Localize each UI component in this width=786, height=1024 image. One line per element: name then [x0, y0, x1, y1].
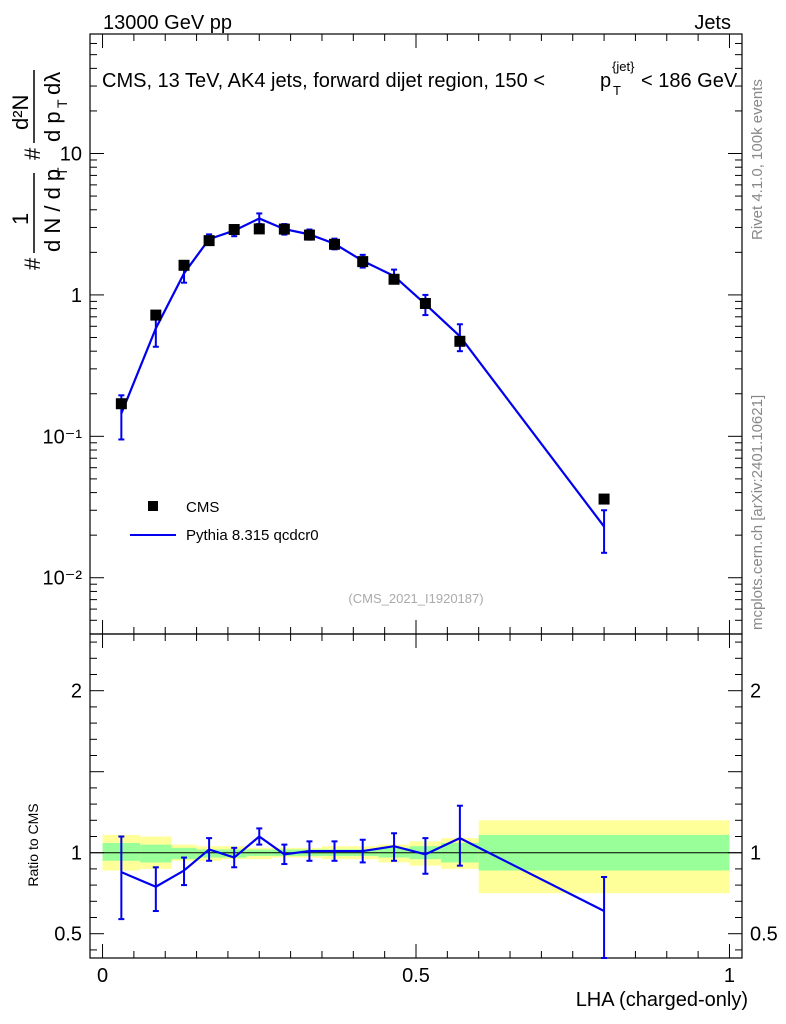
data-point: [329, 238, 340, 250]
main-frame: [89, 33, 743, 635]
data-point: [278, 223, 290, 235]
mcplots-label: mcplots.cern.ch [arXiv:2401.10621]: [749, 395, 766, 630]
ylabel-dpt: d p: [40, 111, 65, 142]
category-label: Jets: [694, 12, 731, 34]
title-p: p: [600, 70, 611, 92]
ylabel-dlambda: dλ: [40, 72, 65, 95]
data-point: [178, 259, 190, 271]
ratio-y-tick-label: 0.5: [54, 924, 82, 946]
ratio-frame: [89, 633, 743, 959]
data-point: [303, 229, 315, 241]
main-y-tick-label: 10⁻²: [43, 568, 83, 590]
data-point: [253, 223, 265, 235]
ratio-y-tick-label-right: 1: [750, 843, 761, 865]
chart-title: CMS, 13 TeV, AK4 jets, forward dijet reg…: [102, 59, 738, 98]
data-point: [228, 224, 240, 236]
ratio-y-axis-label: Ratio to CMS: [25, 803, 41, 886]
ylabel-dn: d N / d p: [40, 169, 65, 252]
legend-data-marker: [148, 501, 158, 511]
title-sub: T: [613, 83, 621, 98]
main-y-tick-label: 10⁻¹: [43, 426, 83, 448]
data-point: [357, 256, 369, 268]
main-y-axis-label: # 1 d N / d p T # d²N d p T dλ: [8, 70, 70, 270]
main-y-tick-label: 10: [60, 144, 82, 166]
analysis-watermark: (CMS_2021_I1920187): [348, 591, 483, 606]
ratio-series-line: [120, 835, 605, 913]
band-inner: [171, 847, 197, 860]
legend-data-label: CMS: [186, 499, 219, 516]
ylabel-hash2: #: [20, 147, 45, 160]
data-point: [419, 297, 431, 309]
ratio-y-tick-label: 2: [71, 681, 82, 703]
x-tick-label: 1: [724, 965, 735, 987]
data-point: [598, 493, 610, 505]
legend-mc-label: Pythia 8.315 qcdcr0: [186, 527, 319, 544]
main-y-tick-label: 1: [71, 285, 82, 307]
band-inner: [140, 844, 172, 863]
data-marks: [115, 212, 610, 959]
axes: 10⁻² 10⁻¹ 1 10 0 0.5 1 0.5 0.5 1 1 2 2: [43, 33, 778, 987]
data-point: [454, 335, 466, 347]
data-point: [150, 309, 162, 321]
ratio-y-tick-label: 1: [71, 843, 82, 865]
x-tick-label: 0: [97, 965, 108, 987]
ratio-uncertainty-bands: [102, 820, 730, 894]
x-tick-label: 0.5: [402, 965, 430, 987]
ylabel-t2: T: [54, 99, 70, 108]
title-main: CMS, 13 TeV, AK4 jets, forward dijet reg…: [102, 70, 545, 92]
title-sup: {jet}: [612, 59, 635, 74]
ratio-y-tick-label-right: 0.5: [750, 924, 778, 946]
title-end: < 186 GeV: [641, 70, 738, 92]
data-point: [115, 398, 127, 410]
energy-label: 13000 GeV pp: [103, 12, 232, 34]
ratio-y-tick-label-right: 2: [750, 681, 761, 703]
data-point: [388, 273, 400, 285]
data-point: [203, 235, 215, 247]
rivet-label: Rivet 4.1.0, 100k events: [749, 79, 766, 240]
x-axis-label: LHA (charged-only): [576, 989, 748, 1011]
legend: CMS Pythia 8.315 qcdcr0: [130, 499, 319, 544]
ylabel-one: 1: [8, 213, 33, 225]
ylabel-d2n: d²N: [8, 95, 33, 130]
ylabel-hash1: #: [20, 257, 45, 270]
ylabel-t1: T: [54, 167, 70, 176]
